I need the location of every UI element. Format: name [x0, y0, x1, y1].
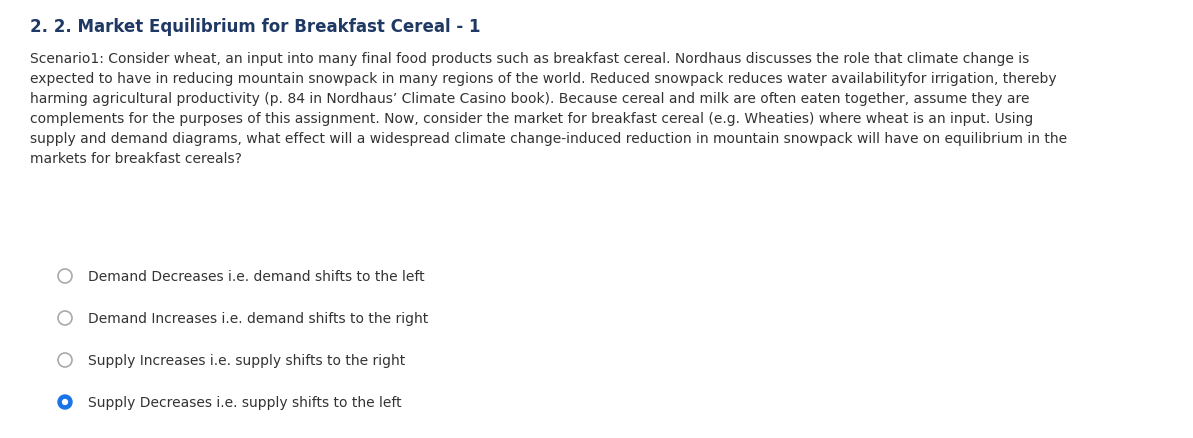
Text: complements for the purposes of this assignment. Now, consider the market for br: complements for the purposes of this ass…: [30, 112, 1033, 126]
Text: supply and demand diagrams, what effect will a widespread climate change-induced: supply and demand diagrams, what effect …: [30, 132, 1067, 146]
Text: markets for breakfast cereals?: markets for breakfast cereals?: [30, 152, 242, 166]
Text: Demand Decreases i.e. demand shifts to the left: Demand Decreases i.e. demand shifts to t…: [88, 269, 425, 283]
Text: harming agricultural productivity (p. 84 in Nordhaus’ Climate Casino book). Beca: harming agricultural productivity (p. 84…: [30, 92, 1030, 106]
Text: Supply Decreases i.e. supply shifts to the left: Supply Decreases i.e. supply shifts to t…: [88, 395, 402, 409]
Text: 2. 2. Market Equilibrium for Breakfast Cereal - 1: 2. 2. Market Equilibrium for Breakfast C…: [30, 18, 481, 36]
Text: Supply Increases i.e. supply shifts to the right: Supply Increases i.e. supply shifts to t…: [88, 353, 406, 367]
Text: expected to have in reducing mountain snowpack in many regions of the world. Red: expected to have in reducing mountain sn…: [30, 72, 1057, 86]
Text: Scenario1: Consider wheat, an input into many final food products such as breakf: Scenario1: Consider wheat, an input into…: [30, 52, 1030, 66]
Text: Demand Increases i.e. demand shifts to the right: Demand Increases i.e. demand shifts to t…: [88, 311, 428, 325]
Ellipse shape: [58, 395, 72, 409]
Ellipse shape: [62, 399, 68, 405]
